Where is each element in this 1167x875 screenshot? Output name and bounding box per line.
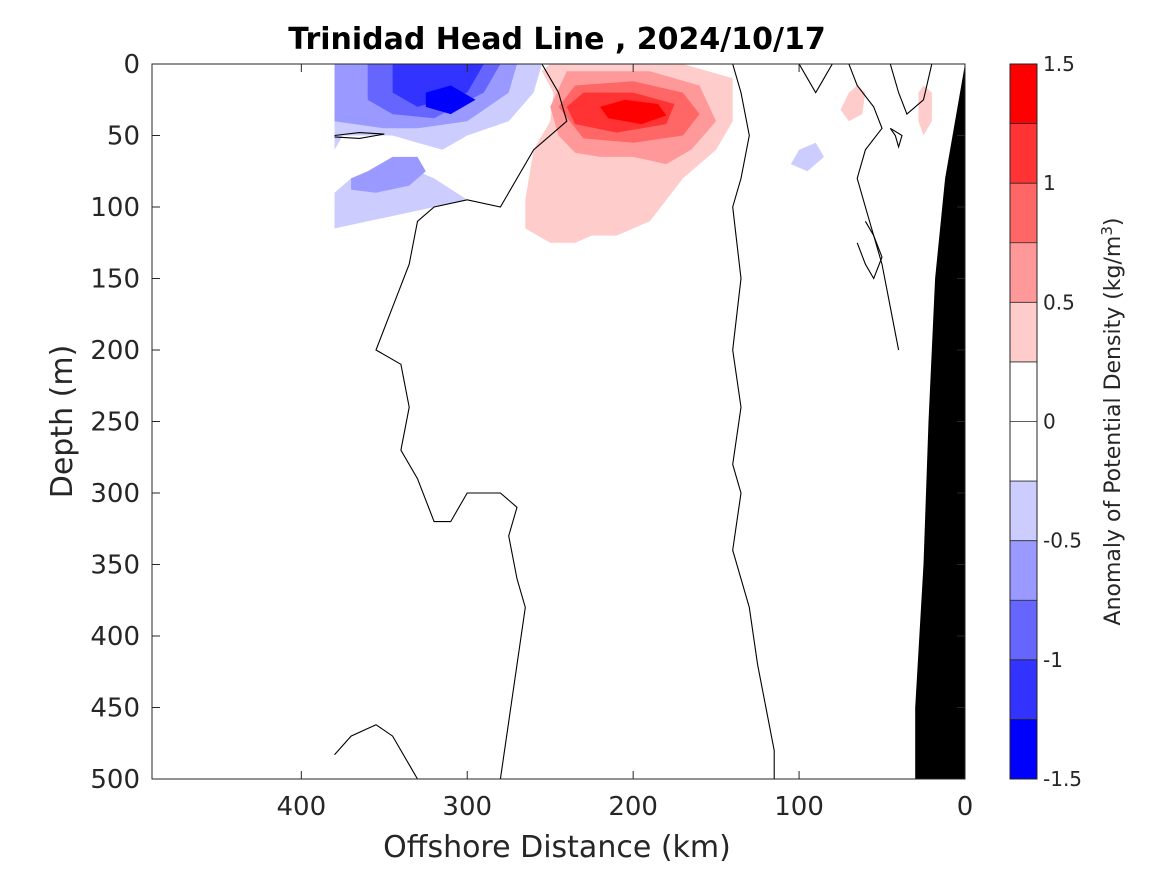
colorbar-swatch (1010, 481, 1037, 541)
colorbar-label: Anomaly of Potential Density (kg/m3) (1098, 218, 1126, 626)
colorbar-swatch (1010, 242, 1037, 303)
colorbar-swatch (1010, 302, 1037, 362)
x-tick-label: 300 (442, 792, 492, 822)
zero-contour-line (334, 132, 385, 139)
zero-contour-line (889, 127, 903, 149)
colorbar-tick-label: 1 (1043, 171, 1056, 195)
zero-contour-line (334, 724, 418, 779)
colorbar-tick-label: 1.5 (1043, 52, 1075, 76)
y-tick-label: 450 (90, 694, 140, 724)
zero-contour-line (375, 64, 568, 779)
plot-content (334, 64, 965, 779)
colorbar-swatch (1010, 183, 1037, 243)
x-axis-label: Offshore Distance (km) (383, 830, 731, 865)
colorbar-label-text: Anomaly of Potential Density (kg/m (1101, 236, 1126, 626)
colorbar-tick-label: -1 (1043, 648, 1063, 672)
y-tick-label: 350 (90, 551, 140, 581)
zero-contour-line (856, 221, 883, 280)
x-axis-ticks: 400 300 200 100 0 (277, 64, 974, 822)
colorbar-swatch (1010, 123, 1037, 184)
zero-contour-line (732, 64, 775, 779)
colorbar-frame (1009, 63, 1038, 780)
colorbar-label-superscript: 3 (1098, 226, 1116, 236)
y-tick-label: 200 (90, 336, 140, 366)
y-axis-ticks: 0 50 100 150 200 250 300 350 400 450 500 (90, 50, 965, 795)
y-tick-label: 500 (90, 765, 140, 795)
y-tick-label: 150 (90, 265, 140, 295)
y-tick-label: 50 (107, 122, 140, 152)
colorbar-tick-label: -1.5 (1043, 767, 1082, 791)
x-tick-label: 400 (277, 792, 327, 822)
colorbar-swatch (1010, 600, 1037, 660)
colorbar-tick-label: -0.5 (1043, 529, 1082, 553)
density-anomaly-region (600, 99, 667, 125)
zero-contour-line (889, 64, 933, 116)
y-tick-label: 0 (123, 50, 140, 80)
y-axis-label: Depth (m) (45, 345, 80, 499)
seafloor-bathymetry (915, 64, 965, 779)
chart-title: Trinidad Head Line , 2024/10/17 (288, 22, 825, 57)
density-anomaly-region (918, 85, 932, 136)
colorbar-swatch (1010, 421, 1037, 482)
colorbar-tick-label: 0.5 (1043, 290, 1075, 314)
density-anomaly-region (392, 64, 484, 107)
x-tick-label: 200 (608, 792, 658, 822)
colorbar-swatch (1010, 361, 1037, 422)
y-tick-label: 250 (90, 408, 140, 438)
colorbar: 1.5 1 0.5 0 -0.5 -1 -1.5 (1009, 52, 1082, 791)
density-anomaly-region (790, 142, 824, 172)
colorbar-swatch (1010, 659, 1037, 720)
colorbar-label-suffix: ) (1101, 218, 1126, 227)
zero-contour-line (848, 64, 900, 351)
plot-area (151, 63, 966, 780)
density-anomaly-region (840, 85, 866, 122)
y-tick-label: 100 (90, 193, 140, 223)
x-tick-label: 100 (774, 792, 824, 822)
colorbar-swatch (1010, 719, 1037, 779)
colorbar-swatch (1010, 540, 1037, 601)
zero-contour-line (798, 64, 833, 94)
density-anomaly-region (425, 85, 476, 115)
density-anomaly-region (351, 156, 426, 193)
x-tick-label: 0 (957, 792, 974, 822)
y-tick-label: 400 (90, 622, 140, 652)
y-tick-label: 300 (90, 479, 140, 509)
colorbar-tick-label: 0 (1043, 410, 1056, 434)
colorbar-swatch (1010, 64, 1037, 124)
